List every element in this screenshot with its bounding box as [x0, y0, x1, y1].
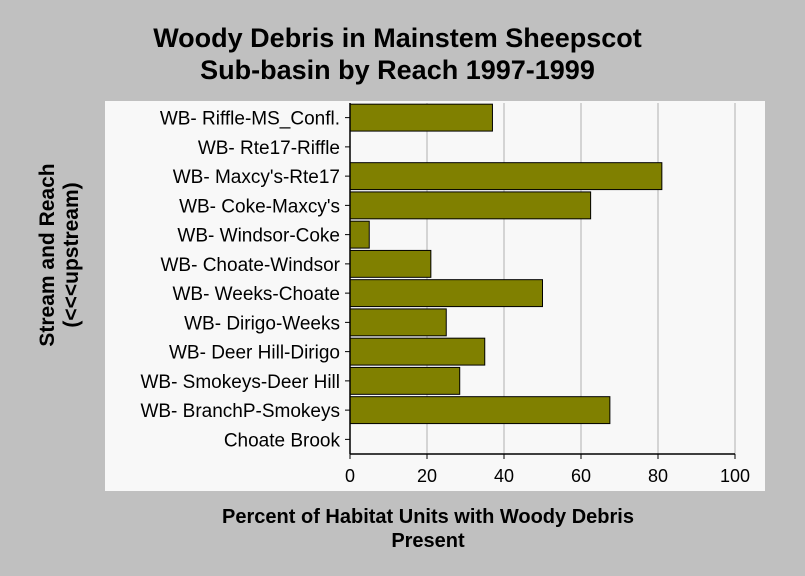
x-tick-label: 80	[648, 466, 668, 486]
bar	[349, 396, 611, 425]
bar	[349, 249, 432, 278]
x-axis-title-line-1: Percent of Habitat Units with Woody Debr…	[222, 506, 634, 528]
x-axis-title-line-2: Present	[391, 530, 465, 552]
x-tick-label: 100	[720, 466, 750, 486]
x-tick-label: 20	[417, 466, 437, 486]
bar	[349, 162, 663, 191]
category-label: WB- Smokeys-Deer Hill	[140, 372, 340, 393]
category-label: WB- Deer Hill-Dirigo	[169, 343, 340, 364]
chart-title-line-1: Woody Debris in Mainstem Sheepscot	[153, 23, 642, 53]
bar	[349, 308, 447, 337]
chart-title: Woody Debris in Mainstem Sheepscot Sub-b…	[0, 22, 795, 86]
bars	[349, 103, 663, 425]
x-tick-label: 40	[494, 466, 514, 486]
bar	[349, 103, 493, 132]
category-label: WB- Dirigo-Weeks	[184, 313, 340, 334]
category-label: WB- Rte17-Riffle	[198, 138, 340, 159]
x-tick-label: 0	[345, 466, 355, 486]
grid-lines	[426, 103, 736, 454]
x-tick-labels: 0 20 40 60 80 100	[345, 466, 750, 486]
category-label: WB- Choate-Windsor	[161, 255, 341, 276]
x-tick-label: 60	[571, 466, 591, 486]
bar	[349, 220, 370, 249]
bar	[349, 366, 461, 395]
category-label: WB- Coke-Maxcy's	[179, 196, 340, 217]
chart-title-line-2: Sub-basin by Reach 1997-1999	[200, 55, 595, 85]
category-labels: WB- Riffle-MS_Confl. WB- Rte17-Riffle WB- …	[140, 109, 340, 452]
category-label: WB- Windsor-Coke	[177, 226, 340, 247]
category-label: WB- Weeks-Choate	[172, 284, 340, 305]
bar	[349, 191, 592, 220]
category-label: WB- BranchP-Smokeys	[140, 401, 340, 422]
x-axis-title: Percent of Habitat Units with Woody Debr…	[128, 505, 728, 553]
category-label: WB- Riffle-MS_Confl.	[160, 109, 340, 130]
bar	[349, 337, 486, 366]
bar	[349, 279, 543, 308]
axes	[345, 103, 736, 459]
category-label: Choate Brook	[224, 430, 341, 451]
category-label: WB- Maxcy's-Rte17	[173, 167, 340, 188]
